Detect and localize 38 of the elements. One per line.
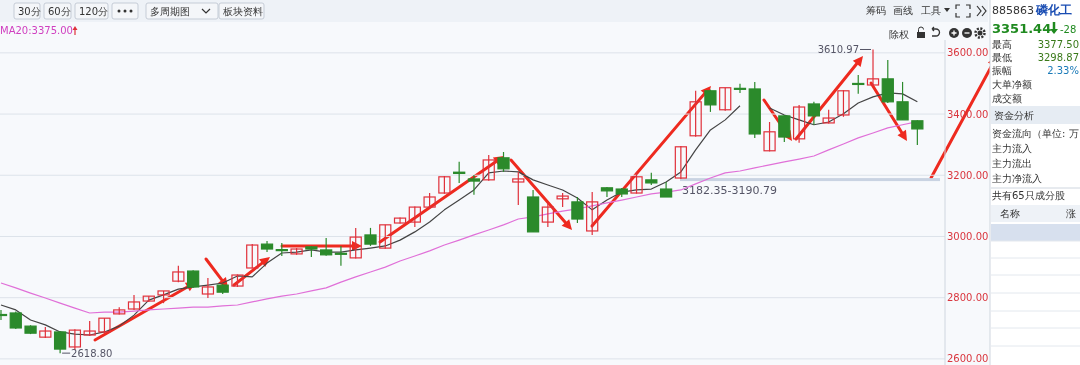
text: 120分 <box>79 6 109 17</box>
text: 大单净额 <box>992 79 1032 90</box>
annotation: 2618.80 <box>71 347 113 359</box>
text: 2.33% <box>1047 65 1079 76</box>
y-tick-label: 3200.00 <box>947 169 989 181</box>
text: 3298.87 <box>1037 52 1079 63</box>
text: 30分 <box>18 6 41 17</box>
text: 板块资料 <box>222 6 263 17</box>
text: 画线 <box>893 5 913 16</box>
text: 资金分析 <box>994 110 1034 121</box>
annotation: 除权 <box>889 29 909 40</box>
text: 3351.44 <box>992 21 1052 36</box>
text: 主力流入 <box>992 143 1032 154</box>
text: 成交额 <box>992 93 1022 104</box>
text: 工具 <box>921 5 941 16</box>
text: 主力净流入 <box>992 173 1042 184</box>
band-label: 3182.35-3190.79 <box>682 183 777 197</box>
text: -28 <box>1060 24 1077 35</box>
text: 885863 <box>992 4 1034 17</box>
text: 多周期图 <box>150 6 190 17</box>
text: 3377.50 <box>1037 39 1079 50</box>
y-tick-label: 3600.00 <box>947 47 989 59</box>
text: 60分 <box>48 6 71 17</box>
y-tick-label: 2600.00 <box>947 353 989 365</box>
y-tick-label: 3000.00 <box>947 230 989 242</box>
text: 资金流向（单位: 万 <box>992 128 1079 139</box>
text: 振幅 <box>992 65 1012 76</box>
text: 名称 <box>1000 208 1020 219</box>
y-tick-label: 2800.00 <box>947 292 989 304</box>
text: MA20:3375.00 <box>0 25 73 36</box>
text: 主力流出 <box>992 158 1032 169</box>
annotation: 3610.97 <box>817 44 860 55</box>
text: 磷化工 <box>1035 3 1072 17</box>
text: 最低 <box>992 52 1012 63</box>
text: 涨 <box>1066 208 1076 219</box>
text: 筹码 <box>866 5 886 16</box>
text: 共有65只成分股 <box>992 190 1065 201</box>
text: 最高 <box>992 39 1012 50</box>
